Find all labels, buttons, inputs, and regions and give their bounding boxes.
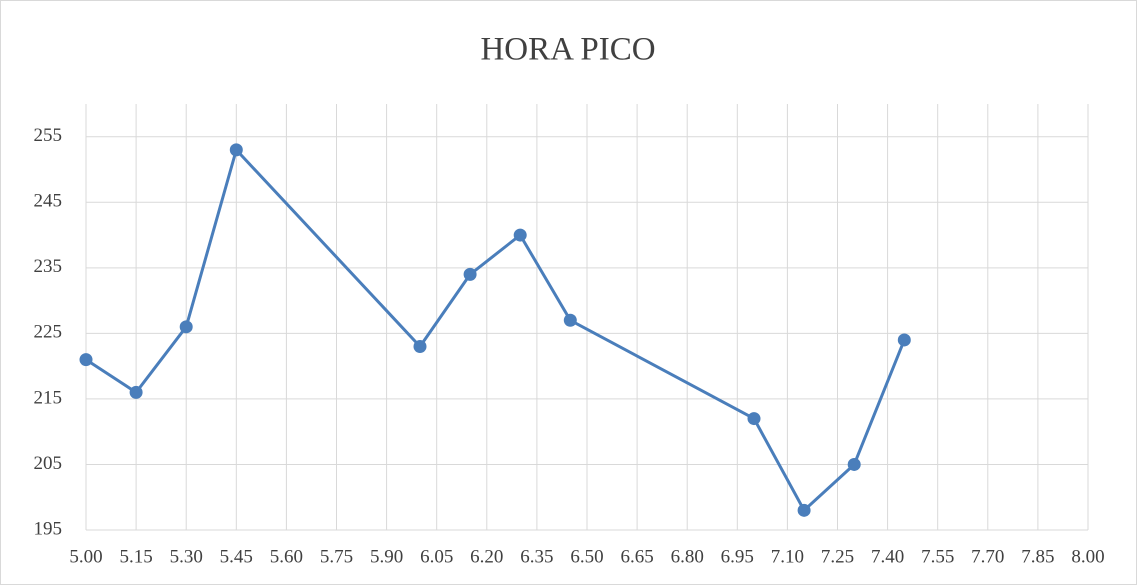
x-tick-label: 5.60	[270, 546, 303, 567]
data-point	[179, 320, 193, 334]
x-tick-label: 6.05	[420, 546, 453, 567]
y-tick-label: 255	[34, 125, 63, 146]
x-tick-label: 7.25	[821, 546, 854, 567]
x-tick-label: 5.45	[220, 546, 253, 567]
x-tick-label: 6.95	[721, 546, 754, 567]
x-tick-label: 6.50	[570, 546, 603, 567]
y-tick-label: 195	[34, 518, 63, 539]
x-tick-label: 6.35	[520, 546, 553, 567]
x-tick-label: 5.00	[69, 546, 102, 567]
chart-title: HORA PICO	[480, 32, 655, 68]
y-tick-label: 245	[34, 191, 63, 212]
x-tick-label: 5.90	[370, 546, 403, 567]
data-point	[513, 228, 527, 242]
x-tick-label: 8.00	[1071, 546, 1104, 567]
x-tick-label: 7.10	[771, 546, 804, 567]
x-tick-label: 7.40	[871, 546, 904, 567]
y-tick-label: 225	[34, 322, 63, 343]
series-line	[85, 148, 906, 512]
data-point	[129, 385, 143, 399]
x-tick-label: 7.85	[1021, 546, 1054, 567]
x-tick-label: 6.20	[470, 546, 503, 567]
x-tick-label: 6.80	[671, 546, 704, 567]
x-tick-label: 5.15	[119, 546, 152, 567]
x-tick-label: 5.30	[170, 546, 203, 567]
x-tick-label: 7.55	[921, 546, 954, 567]
x-tick-label: 5.75	[320, 546, 353, 567]
data-point	[79, 353, 93, 367]
data-point	[897, 333, 911, 347]
data-point	[747, 412, 761, 426]
data-point	[463, 267, 477, 281]
data-point	[797, 503, 811, 517]
x-tick-label: 7.70	[971, 546, 1004, 567]
data-point	[229, 143, 243, 157]
data-point	[413, 339, 427, 353]
y-tick-label: 215	[34, 387, 63, 408]
data-point	[847, 457, 861, 471]
data-point	[563, 313, 577, 327]
y-tick-label: 235	[34, 256, 63, 277]
y-tick-label: 205	[34, 453, 63, 474]
x-tick-label: 6.65	[620, 546, 653, 567]
